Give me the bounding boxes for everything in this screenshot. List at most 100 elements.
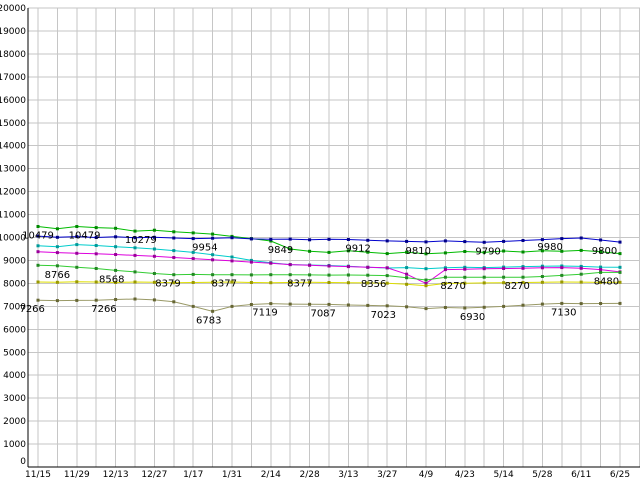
series-olive-bottom [36, 297, 622, 313]
data-point-marker [405, 250, 409, 254]
y-tick-label: 3000 [3, 394, 26, 404]
data-point-marker [230, 259, 234, 263]
data-point-marker [424, 284, 428, 288]
data-point-marker [327, 264, 331, 268]
data-point-marker [579, 302, 583, 306]
data-point-marker [269, 273, 273, 277]
data-point-marker [152, 228, 156, 232]
data-point-marker [366, 273, 370, 277]
data-point-marker [385, 281, 389, 285]
data-point-marker [618, 252, 622, 256]
data-point-marker [463, 275, 467, 279]
data-point-marker [94, 280, 98, 284]
data-point-marker [405, 239, 409, 243]
point-labels: 10479 10479 10279 9954 9849 9912 9810 9790 9980 9… [19, 231, 619, 327]
data-point-marker [327, 273, 331, 277]
data-point-marker [36, 298, 40, 302]
point-value-label: 9800 [592, 246, 617, 257]
data-point-marker [55, 264, 59, 268]
data-point-marker [579, 272, 583, 276]
y-tick-label: 14000 [0, 142, 26, 152]
data-point-marker [75, 235, 79, 239]
data-point-marker [540, 264, 544, 268]
data-point-marker [482, 267, 486, 271]
x-tick-label: 11/29 [64, 470, 90, 480]
data-point-marker [133, 253, 137, 257]
data-point-marker [36, 225, 40, 228]
data-point-marker [191, 272, 195, 276]
x-tick-labels: 11/15 11/29 12/13 12/27 1/17 1/31 2/14 2/28 3/13… [25, 470, 630, 480]
series-green-mid [36, 263, 622, 282]
data-point-marker [346, 281, 350, 285]
data-point-marker [133, 280, 137, 284]
data-point-marker [385, 266, 389, 270]
data-point-marker [55, 227, 59, 231]
y-tick-label: 17000 [0, 73, 26, 83]
data-point-marker [366, 281, 370, 285]
data-point-marker [443, 266, 447, 270]
data-point-marker [346, 265, 350, 269]
point-value-label: 8766 [45, 270, 70, 281]
data-point-marker [443, 251, 447, 255]
data-point-marker [346, 249, 350, 253]
data-point-marker [172, 230, 176, 234]
data-point-marker [540, 302, 544, 306]
data-point-marker [502, 281, 506, 285]
y-tick-label: 19000 [0, 27, 26, 37]
x-tick-label: 3/27 [377, 470, 397, 480]
y-tick-label: 6000 [3, 325, 26, 335]
data-point-marker [211, 280, 215, 284]
data-point-marker [75, 225, 79, 228]
data-point-marker [560, 264, 564, 268]
point-value-label: 10479 [69, 231, 101, 242]
data-point-marker [366, 265, 370, 269]
data-point-marker [502, 267, 506, 270]
data-point-marker [521, 239, 525, 242]
data-point-marker [463, 265, 467, 269]
data-point-marker [269, 237, 273, 241]
data-point-marker [482, 281, 486, 285]
data-point-marker [269, 239, 273, 243]
data-point-marker [521, 250, 525, 254]
data-point-marker [579, 280, 583, 284]
data-point-marker [211, 232, 215, 236]
point-value-label: 7266 [91, 304, 116, 315]
data-point-marker [327, 281, 331, 284]
data-point-marker [599, 302, 603, 305]
data-point-marker [366, 303, 370, 307]
data-point-marker [521, 265, 525, 269]
series-blue [36, 234, 622, 244]
data-point-marker [36, 234, 40, 238]
data-point-marker [152, 254, 156, 258]
point-value-label: 8379 [155, 279, 180, 290]
point-value-label: 10279 [125, 235, 157, 246]
y-tick-label: 9000 [3, 256, 26, 266]
y-tick-label: 7000 [3, 302, 26, 312]
x-tick-label: 4/23 [455, 470, 475, 480]
data-point-marker [36, 280, 40, 284]
point-value-label: 6783 [196, 315, 221, 326]
data-point-marker [599, 268, 603, 272]
point-value-label: 9980 [537, 242, 562, 253]
data-point-marker [114, 268, 118, 272]
point-value-label: 8270 [504, 281, 529, 292]
data-point-marker [560, 249, 564, 253]
point-value-label: 8480 [594, 276, 619, 287]
y-tick-label: 20000 [0, 4, 26, 14]
data-point-marker [599, 238, 603, 242]
y-tick-label: 1000 [3, 440, 26, 450]
data-point-marker [424, 252, 428, 256]
axes [27, 8, 640, 468]
point-value-label: 7023 [371, 310, 396, 321]
data-point-marker [288, 247, 292, 251]
x-tick-label: 6/11 [571, 470, 591, 480]
data-point-marker [424, 240, 428, 244]
x-tick-label: 2/28 [299, 470, 319, 480]
data-point-marker [191, 257, 195, 261]
data-point-marker [152, 298, 156, 302]
data-point-marker [405, 272, 409, 276]
y-tick-label: 15000 [0, 119, 26, 129]
data-point-marker [94, 298, 98, 302]
data-point-marker [443, 239, 447, 243]
